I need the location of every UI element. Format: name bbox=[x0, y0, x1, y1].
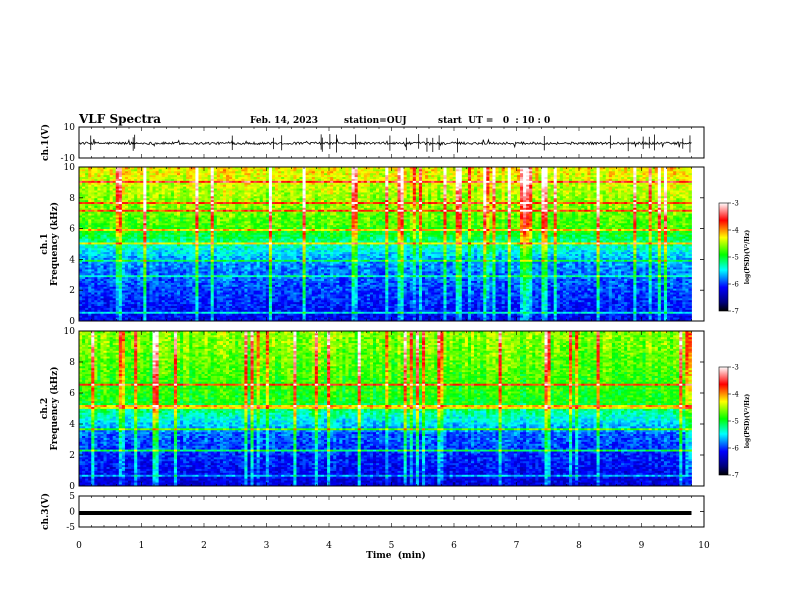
x-tick-labels: 0 1 2 3 4 5 6 7 8 9 10 bbox=[76, 541, 710, 551]
colorbar-tick-label-1: -4 bbox=[732, 227, 739, 235]
y-tick-label-1: 2 bbox=[69, 286, 75, 296]
colorbar-tick-label-2: -7 bbox=[732, 472, 739, 480]
y-tick-label-1: 10 bbox=[64, 163, 76, 173]
x-tick-label: 10 bbox=[698, 541, 710, 551]
colorbar-2 bbox=[719, 367, 728, 475]
y-axis-label-0: ch.1(V) bbox=[40, 124, 51, 161]
y-tick-label-2: 6 bbox=[69, 389, 75, 399]
x-tick-label: 3 bbox=[264, 541, 270, 551]
colorbar-label-1: log(PSD)(V²/Hz) bbox=[744, 230, 751, 285]
y-tick-label-1: 8 bbox=[69, 194, 75, 204]
x-tick-label: 8 bbox=[576, 541, 582, 551]
waveform-trace-0 bbox=[79, 139, 692, 147]
colorbar-tick-label-2: -5 bbox=[732, 418, 739, 426]
y-axis-label-2: ch.2Frequency (kHz) bbox=[40, 366, 60, 450]
y-tick-label-3: 0 bbox=[69, 508, 75, 518]
spectrogram-cells-2 bbox=[79, 331, 692, 486]
x-tick-label: 9 bbox=[639, 541, 645, 551]
colorbar-tick-label-2: -4 bbox=[732, 391, 739, 399]
x-tick-label: 1 bbox=[139, 541, 145, 551]
colorbar-tick-label-2: -3 bbox=[732, 364, 739, 372]
y-axis-label-3: ch.3(V) bbox=[40, 493, 51, 530]
colorbar-1 bbox=[719, 203, 728, 311]
figure-title: VLF Spectra bbox=[78, 112, 161, 126]
colorbar-tick-label-1: -7 bbox=[732, 308, 739, 316]
header-start-ut: start UT = 0 : 10 : 0 bbox=[438, 116, 550, 126]
x-tick-label: 7 bbox=[514, 541, 520, 551]
header-date: Feb. 14, 2023 bbox=[250, 116, 318, 126]
y-tick-label-2: 10 bbox=[64, 327, 76, 337]
panels-group: 10-10ch.1(V)-3-4-5-6-7log(PSD)(V²/Hz)024… bbox=[40, 123, 751, 533]
colorbar-tick-label-1: -3 bbox=[732, 200, 739, 208]
header-station: station=OUJ bbox=[344, 116, 407, 126]
y-tick-label-3: -5 bbox=[66, 523, 75, 533]
y-tick-label-3: 5 bbox=[69, 492, 75, 502]
y-tick-label-1: 6 bbox=[69, 225, 75, 235]
x-axis-label: Time (min) bbox=[366, 550, 426, 561]
y-tick-label-2: 8 bbox=[69, 358, 75, 368]
x-tick-label: 2 bbox=[201, 541, 207, 551]
y-tick-label-0: 10 bbox=[64, 123, 76, 133]
x-tick-label: 4 bbox=[326, 541, 332, 551]
colorbar-label-2: log(PSD)(V²/Hz) bbox=[744, 394, 751, 449]
y-tick-label-2: 0 bbox=[69, 482, 75, 492]
y-tick-label-1: 4 bbox=[69, 255, 75, 265]
spectrogram-cells-1 bbox=[79, 167, 692, 321]
x-tick-label: 5 bbox=[389, 541, 395, 551]
x-tick-label: 0 bbox=[76, 541, 82, 551]
x-tick-label: 6 bbox=[451, 541, 457, 551]
colorbar-tick-label-2: -6 bbox=[732, 445, 739, 453]
y-tick-label-2: 2 bbox=[69, 451, 75, 461]
colorbar-tick-label-1: -5 bbox=[732, 254, 739, 262]
y-axis-label-1: ch.1Frequency (kHz) bbox=[40, 202, 60, 286]
y-tick-label-1: 0 bbox=[69, 317, 75, 327]
colorbar-tick-label-1: -6 bbox=[732, 281, 739, 289]
y-tick-label-2: 4 bbox=[69, 420, 75, 430]
